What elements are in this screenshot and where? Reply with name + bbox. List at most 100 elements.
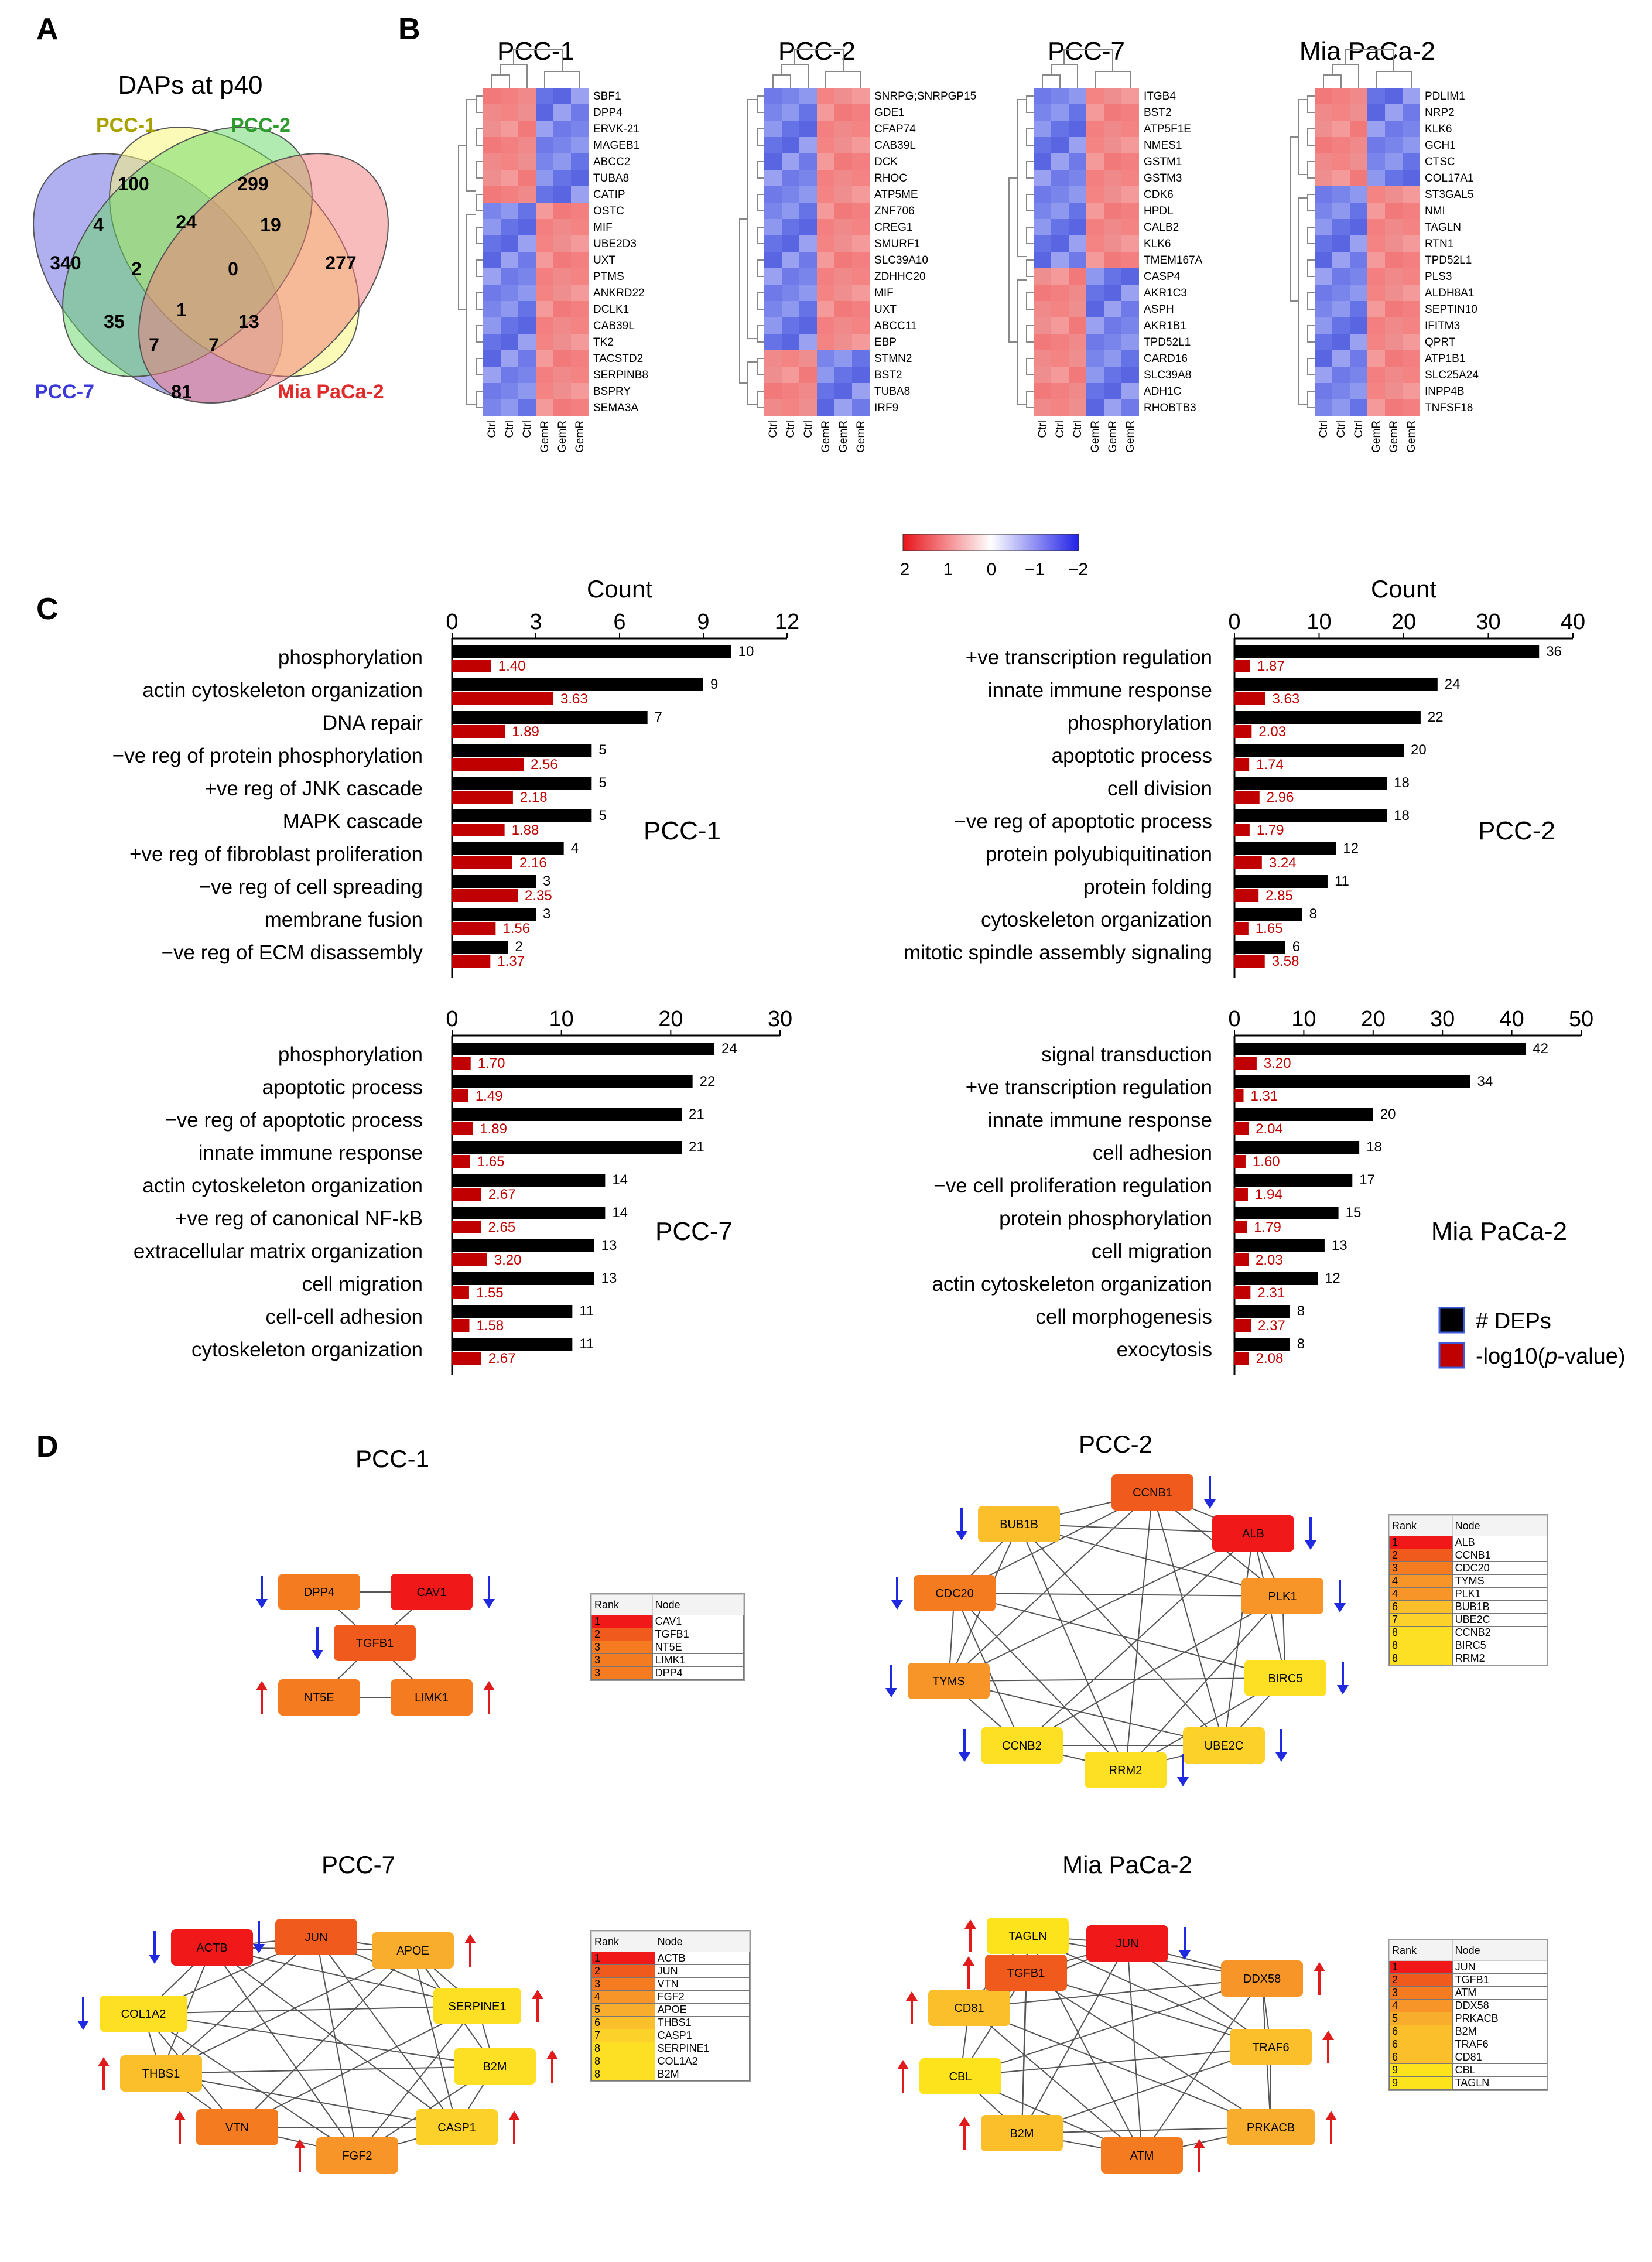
heatmap-cell (501, 186, 518, 203)
heatmap-cell (1332, 285, 1350, 301)
bar-pvalue-label: 3.58 (1272, 954, 1299, 969)
node-cell: TYMS (1452, 1574, 1548, 1588)
heatmap-cell (1403, 399, 1420, 416)
heatmap-cell (553, 399, 571, 416)
rank-header: Rank (591, 1594, 653, 1615)
heatmap-cell (1051, 121, 1069, 137)
heatmap-cell (1332, 350, 1350, 367)
column-label: GemR (556, 421, 569, 453)
table-row: 3 LIMK1 (591, 1653, 744, 1667)
heatmap-cell (764, 170, 782, 186)
heatmap-cell (782, 235, 799, 252)
heatmap-cell (817, 334, 834, 350)
heatmap-cell (1315, 399, 1332, 416)
heatmap-cell (817, 399, 834, 416)
up-arrow-head (483, 1681, 495, 1690)
heatmap-cell (1069, 383, 1086, 399)
bar-pvalue-label: 3.24 (1269, 855, 1297, 871)
heatmap-cell (1034, 203, 1051, 219)
heatmap-cell (1367, 170, 1385, 186)
gene-label: BST2 (874, 369, 902, 381)
bar-pvalue (452, 725, 505, 738)
heatmap-cell (1034, 104, 1051, 121)
heatmap-cell (1086, 203, 1104, 219)
heatmap-cell (1403, 203, 1420, 219)
rank-cell: 8 (1389, 1626, 1453, 1639)
heatmap-cell (501, 219, 518, 235)
network-node (908, 1663, 990, 1699)
heatmap-color-legend: 2 1 0 −1 −2 (900, 534, 1088, 579)
heatmap-cell (1367, 104, 1385, 121)
category-label: protein folding (1083, 876, 1212, 898)
bar-pvalue (1234, 1352, 1249, 1365)
table-row: 6 BUB1B (1389, 1600, 1548, 1614)
network-node-label: PRKACB (1247, 2121, 1295, 2134)
column-label: Ctrl (1072, 421, 1084, 438)
heatmap-cell (764, 104, 782, 121)
bar-pvalue (1234, 1057, 1257, 1070)
gene-label: ALDH8A1 (1425, 287, 1475, 299)
heatmap-cell (1086, 367, 1104, 383)
heatmap-cell (536, 350, 553, 367)
table-row: 4 PLK1 (1389, 1587, 1548, 1601)
rank-cell: 2 (1389, 1973, 1453, 1987)
gene-label: KLK6 (1144, 238, 1171, 250)
venn-label-mia: Mia PaCa-2 (278, 381, 384, 403)
table-row: 4 DDX58 (1389, 1999, 1548, 2012)
legend-label-deps: # DEPs (1476, 1309, 1551, 1334)
heatmap-cell (834, 219, 852, 235)
gene-label: PDLIM1 (1425, 90, 1465, 102)
heatmap-cell (764, 121, 782, 137)
heatmap-cell (1315, 170, 1332, 186)
category-label: actin cytoskeleton organization (142, 1174, 423, 1197)
bar-pvalue (452, 1352, 481, 1365)
bar-pvalue (452, 660, 491, 672)
node-cell: CBL (1452, 2063, 1548, 2077)
panel-label-a: A (36, 12, 59, 46)
node-header: Node (654, 1931, 750, 1952)
heatmap-cell (1403, 186, 1420, 203)
heatmap-cell (1367, 367, 1385, 383)
heatmap-cell (782, 219, 799, 235)
gene-label: NRP2 (1425, 107, 1455, 119)
heatmap-cell (1069, 252, 1086, 268)
heatmap-cell (1086, 334, 1104, 350)
heatmap-cell (1332, 186, 1350, 203)
heatmap-cell (1104, 203, 1121, 219)
heatmap-cell (1104, 153, 1121, 170)
heatmap-cell (483, 301, 501, 317)
heatmap-cell (834, 268, 852, 285)
heatmap-cell (1367, 399, 1385, 416)
gene-label: STMN2 (874, 353, 912, 365)
heatmap-title: PCC-7 (1048, 37, 1125, 66)
network-node-label: BIRC5 (1268, 1672, 1303, 1685)
venn-title: DAPs at p40 (118, 71, 262, 100)
venn-count: 7 (208, 334, 219, 356)
heatmap-cell (553, 252, 571, 268)
heatmap-cell (1332, 235, 1350, 252)
gene-label: MIF (593, 221, 613, 234)
network-edge (1141, 1978, 1263, 2156)
x-tick-label: 10 (549, 1007, 574, 1031)
heatmap-cell (799, 219, 817, 235)
gene-label: ADH1C (1144, 385, 1181, 398)
heatmap-cell (553, 235, 571, 252)
bar-deps (1234, 777, 1387, 790)
rank-table: Rank Node 1 CAV1 2 TGFB1 3 NT5E 3 LIMK1 3 DPP4 (590, 1593, 745, 1681)
network-title: PCC-7 (321, 1851, 395, 1878)
gene-label: AKR1C3 (1144, 287, 1187, 299)
down-arrow-head (483, 1599, 495, 1608)
heatmap-cell (483, 88, 501, 104)
heatmap-cell (1315, 88, 1332, 104)
network-edge (1025, 1972, 1271, 2128)
category-label: cell-cell adhesion (266, 1306, 423, 1328)
rank-cell: 1 (591, 1615, 653, 1628)
network-edge (357, 2005, 478, 2156)
gene-label: CAB39L (874, 139, 916, 152)
heatmap-cell (1367, 235, 1385, 252)
heatmap-cell (1315, 137, 1332, 153)
heatmap-cell (1403, 170, 1420, 186)
row-dendrogram (458, 95, 483, 408)
bar-pvalue-label: 2.65 (488, 1219, 515, 1235)
heatmap-cell (553, 186, 571, 203)
